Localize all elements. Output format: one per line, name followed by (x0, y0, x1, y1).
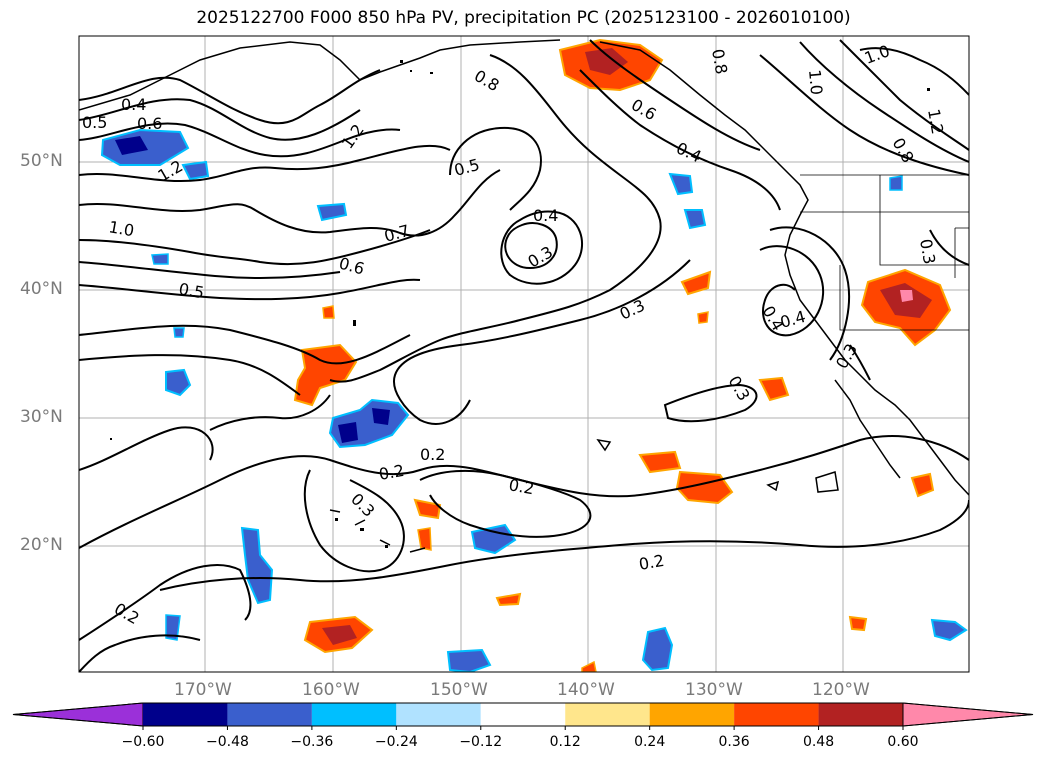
contour-label: 0.4 (533, 206, 558, 225)
lat-label-20n: 20°N (20, 535, 63, 555)
colorbar (12, 702, 1034, 730)
coastline-detail (110, 60, 930, 548)
contour-label: 0.6 (137, 114, 162, 133)
lon-label-160w: 160°W (302, 680, 360, 700)
contour-label: 0.5 (177, 279, 205, 302)
colorbar-tick-label: 0.60 (887, 734, 919, 750)
lat-label-30n: 30°N (20, 407, 63, 427)
colorbar-segment (311, 703, 397, 726)
colorbar-tick-label: 0.24 (634, 734, 666, 750)
contour-label: 0.5 (82, 113, 107, 132)
contour-label: 0.2 (507, 475, 535, 498)
lon-label-120w: 120°W (812, 680, 870, 700)
contour-label: 1.2 (924, 107, 947, 135)
state-borders (800, 174, 969, 331)
colorbar-segment (649, 703, 735, 726)
colorbar-tick-label: −0.60 (121, 734, 165, 750)
colorbar-segment (565, 703, 650, 726)
lon-label-140w: 140°W (557, 680, 615, 700)
colorbar-segment (143, 703, 228, 726)
contour-label: 0.2 (377, 461, 405, 484)
contour-label: 0.2 (637, 551, 665, 574)
contour-label: 0.2 (420, 445, 445, 464)
map-title: 2025122700 F000 850 hPa PV, precipitatio… (196, 8, 851, 28)
colorbar-segment (396, 703, 481, 726)
contour-label: 0.3 (916, 237, 939, 265)
lon-label-150w: 150°W (430, 680, 488, 700)
precip-negative-areas (100, 128, 968, 672)
colorbar-tick-label: −0.36 (290, 734, 334, 750)
colorbar-segment (818, 703, 903, 726)
lon-label-170w: 170°W (174, 680, 232, 700)
colorbar-tick-label: 0.36 (718, 734, 750, 750)
colorbar-segment (734, 703, 819, 726)
colorbar-tick-label: −0.24 (374, 734, 418, 750)
contour-label: 0.4 (121, 95, 146, 114)
colorbar-tick-label: −0.48 (205, 734, 249, 750)
lat-label-40n: 40°N (20, 279, 63, 299)
pv-contours (79, 39, 969, 672)
lon-label-130w: 130°W (685, 680, 743, 700)
contour-label: 1.0 (107, 217, 135, 240)
contour-label: 1.0 (805, 69, 826, 96)
lat-label-50n: 50°N (20, 151, 63, 171)
colorbar-extend-high (902, 702, 1034, 727)
map-frame (78, 35, 970, 673)
contour-label: 0.8 (708, 47, 731, 75)
colorbar-segment (480, 703, 566, 726)
coastlines (79, 39, 969, 553)
colorbar-tick-label: −0.12 (459, 734, 503, 750)
colorbar-extend-low (12, 702, 144, 727)
colorbar-tick-label: 0.48 (802, 734, 835, 750)
colorbar-tick-label: 0.12 (549, 734, 581, 750)
colorbar-segment (227, 703, 312, 726)
